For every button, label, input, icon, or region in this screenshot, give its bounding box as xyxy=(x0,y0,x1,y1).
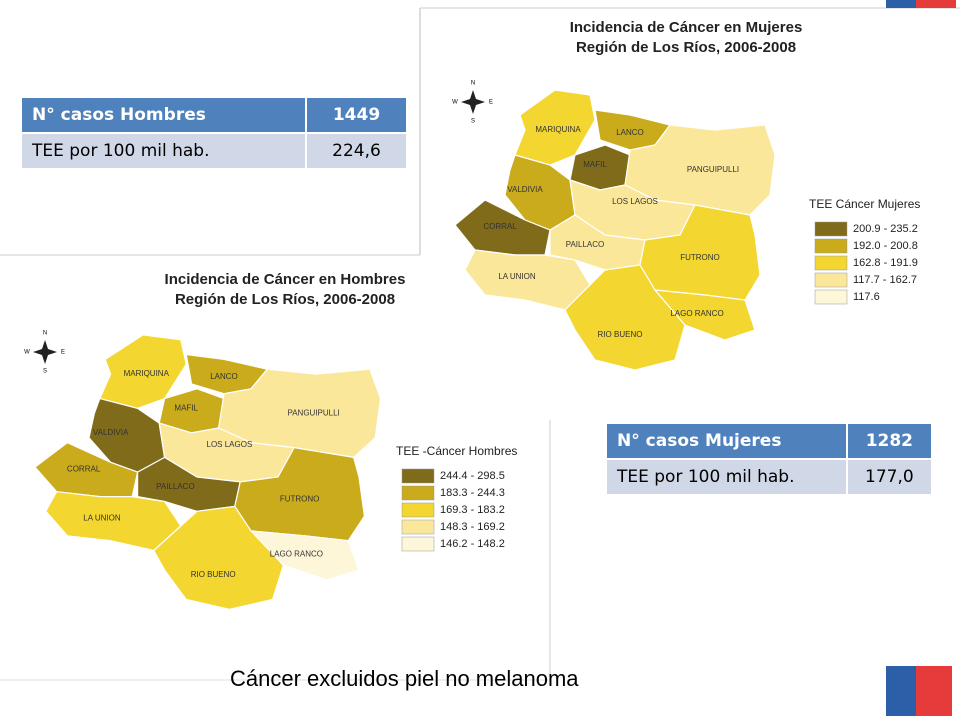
compass-letter: E xyxy=(61,350,65,356)
region-label: LANCO xyxy=(616,128,644,137)
region-label: LA UNION xyxy=(83,513,121,522)
region-label: MAFIL xyxy=(174,404,198,413)
compass-letter: W xyxy=(24,350,30,356)
legend-swatch xyxy=(401,536,435,552)
compass-letter: E xyxy=(489,100,493,106)
region-label: LOS LAGOS xyxy=(207,440,253,449)
region-label: MARIQUINA xyxy=(535,125,581,134)
legend-title: TEE -Cáncer Hombres xyxy=(396,444,517,458)
legend-swatch xyxy=(814,238,848,254)
legend-label: 183.3 - 244.3 xyxy=(440,487,505,499)
legend-label: 146.2 - 148.2 xyxy=(440,538,505,550)
legend-swatch xyxy=(401,468,435,484)
legend-label: 162.8 - 191.9 xyxy=(853,257,918,269)
region-label: RIO BUENO xyxy=(598,330,643,339)
compass-letter: W xyxy=(452,100,458,106)
legend-swatch xyxy=(814,255,848,271)
legend-swatch xyxy=(814,221,848,237)
region-label: LANCO xyxy=(210,372,238,381)
flag-blue xyxy=(886,0,916,8)
flag-red xyxy=(916,0,956,8)
map-subtitle: Región de Los Ríos, 2006-2008 xyxy=(576,39,796,56)
map-subtitle: Región de Los Ríos, 2006-2008 xyxy=(175,291,395,308)
region-label: PANGUIPULLI xyxy=(287,408,339,417)
table-cell: N° casos Mujeres xyxy=(605,422,848,460)
legend-swatch xyxy=(814,289,848,305)
table-cell: 177,0 xyxy=(845,458,934,496)
legend-swatch xyxy=(401,502,435,518)
region-label: VALDIVIA xyxy=(93,428,129,437)
compass-letter: N xyxy=(43,331,47,337)
map-region xyxy=(249,530,360,581)
region-label: MARIQUINA xyxy=(124,369,170,378)
legend-swatch xyxy=(401,519,435,535)
compass-rose xyxy=(461,90,485,114)
compass-letter: S xyxy=(471,119,475,125)
table-men: N° casos Hombres 1449 TEE por 100 mil hab… xyxy=(19,96,408,170)
table-cell: 224,6 xyxy=(305,132,408,170)
logo-blue xyxy=(886,666,916,716)
region-label: CORRAL xyxy=(67,464,101,473)
region-label: LAGO RANCO xyxy=(270,550,323,559)
legend-label: 169.3 - 183.2 xyxy=(440,504,505,516)
table-cell: TEE por 100 mil hab. xyxy=(605,458,848,496)
table-cell: 1282 xyxy=(845,422,934,460)
region-label: VALDIVIA xyxy=(507,185,543,194)
region-label: FUTRONO xyxy=(280,495,320,504)
legend-label: 192.0 - 200.8 xyxy=(853,240,918,252)
legend-label: 117.6 xyxy=(853,291,880,303)
region-label: LAGO RANCO xyxy=(670,309,723,318)
footnote: Cáncer excluidos piel no melanoma xyxy=(230,666,579,691)
compass-rose xyxy=(33,340,57,364)
region-label: FUTRONO xyxy=(680,253,720,262)
region-label: RIO BUENO xyxy=(191,570,236,579)
region-label: CORRAL xyxy=(483,222,517,231)
compass-letter: S xyxy=(43,369,47,375)
legend-swatch xyxy=(814,272,848,288)
table-cell: 1449 xyxy=(305,96,408,134)
compass-letter: N xyxy=(471,81,475,87)
region-label: PAILLACO xyxy=(156,482,195,491)
legend-title: TEE Cáncer Mujeres xyxy=(809,197,920,211)
map-title: Incidencia de Cáncer en Hombres xyxy=(165,271,406,288)
region-label: PANGUIPULLI xyxy=(687,165,739,174)
region-label: LA UNION xyxy=(498,272,536,281)
legend-label: 244.4 - 298.5 xyxy=(440,470,505,482)
region-label: MAFIL xyxy=(583,160,607,169)
legend-swatch xyxy=(401,485,435,501)
legend-label: 148.3 - 169.2 xyxy=(440,521,505,533)
map-region xyxy=(653,289,756,341)
region-label: PAILLACO xyxy=(566,240,605,249)
map-title: Incidencia de Cáncer en Mujeres xyxy=(570,19,803,36)
legend-label: 117.7 - 162.7 xyxy=(853,274,917,286)
logo-red xyxy=(916,666,952,716)
region-label: LOS LAGOS xyxy=(612,197,658,206)
legend-label: 200.9 - 235.2 xyxy=(853,223,918,235)
table-women: N° casos Mujeres 1282 TEE por 100 mil hab… xyxy=(605,422,934,496)
table-cell: N° casos Hombres xyxy=(19,96,308,134)
table-cell: TEE por 100 mil hab. xyxy=(19,132,308,170)
